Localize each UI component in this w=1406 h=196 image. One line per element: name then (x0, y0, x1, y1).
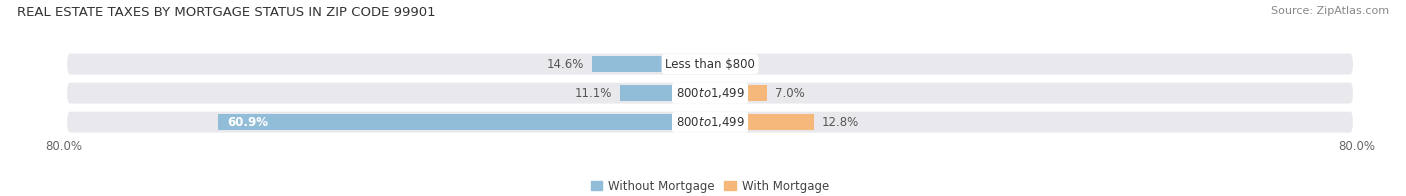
Bar (218, 114, 710, 130)
Text: REAL ESTATE TAXES BY MORTGAGE STATUS IN ZIP CODE 99901: REAL ESTATE TAXES BY MORTGAGE STATUS IN … (17, 6, 436, 19)
Text: 0.43%: 0.43% (721, 58, 759, 71)
Bar (620, 85, 710, 101)
Text: 14.6%: 14.6% (547, 58, 583, 71)
FancyBboxPatch shape (67, 83, 1353, 103)
FancyBboxPatch shape (67, 112, 1353, 132)
Text: 12.8%: 12.8% (821, 116, 859, 129)
Text: 11.1%: 11.1% (575, 87, 612, 100)
Text: $800 to $1,499: $800 to $1,499 (675, 86, 745, 100)
Bar (592, 56, 710, 72)
Text: 60.9%: 60.9% (228, 116, 269, 129)
Text: Less than $800: Less than $800 (665, 58, 755, 71)
Bar (710, 85, 766, 101)
Text: Source: ZipAtlas.com: Source: ZipAtlas.com (1271, 6, 1389, 16)
Legend: Without Mortgage, With Mortgage: Without Mortgage, With Mortgage (586, 175, 834, 196)
Bar (710, 56, 713, 72)
FancyBboxPatch shape (67, 54, 1353, 74)
Bar (710, 114, 814, 130)
Text: $800 to $1,499: $800 to $1,499 (675, 115, 745, 129)
Text: 7.0%: 7.0% (775, 87, 804, 100)
